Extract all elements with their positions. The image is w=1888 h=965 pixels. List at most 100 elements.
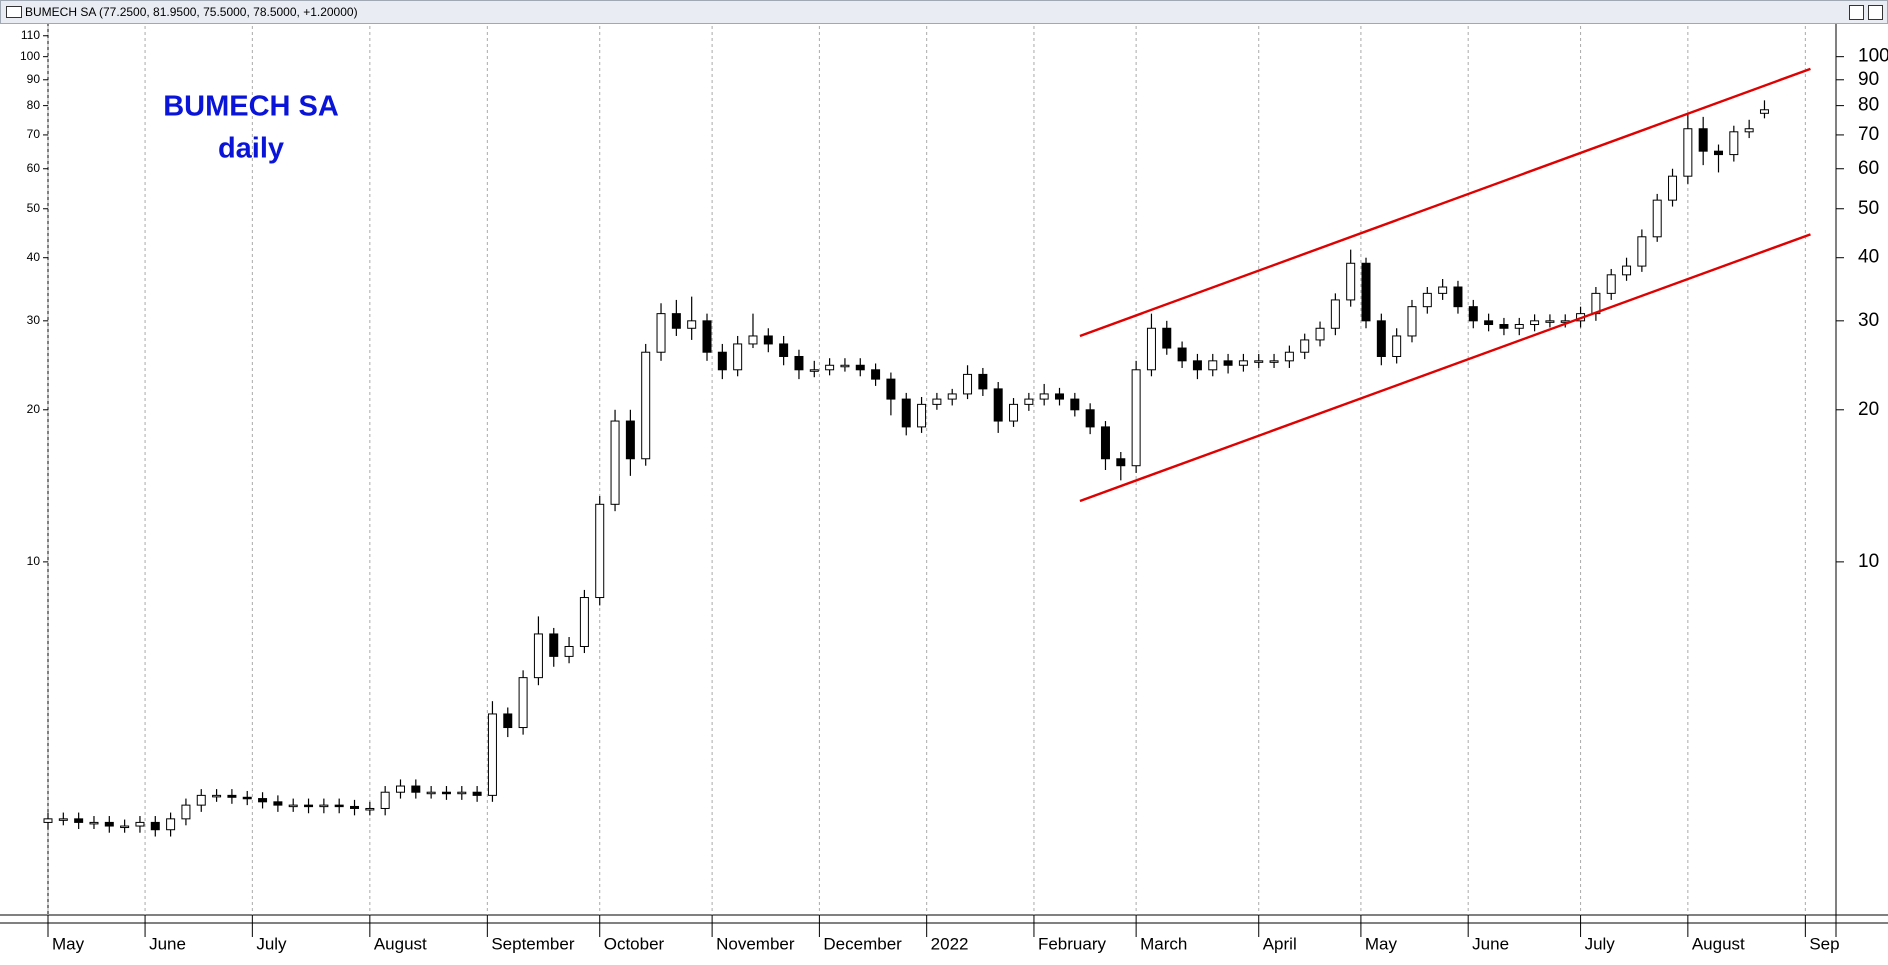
candle-body bbox=[365, 807, 375, 811]
candle-body bbox=[1744, 128, 1754, 133]
candle-body bbox=[671, 313, 681, 329]
candle-body bbox=[1085, 409, 1095, 428]
y2-tick-label: 20 bbox=[1858, 399, 1879, 420]
candle-body bbox=[395, 785, 405, 793]
candle-body bbox=[1438, 286, 1448, 294]
y-tick-label: 60 bbox=[27, 161, 41, 175]
candle-body bbox=[1346, 262, 1356, 301]
candle-body bbox=[886, 378, 896, 400]
candle-body bbox=[1192, 360, 1202, 371]
candle-body bbox=[1622, 265, 1632, 276]
candle-body bbox=[702, 320, 712, 353]
candle-body bbox=[917, 403, 927, 428]
candle-body bbox=[656, 313, 666, 353]
candle-body bbox=[1009, 403, 1019, 422]
candle-body bbox=[855, 364, 865, 371]
candle-body bbox=[1422, 292, 1432, 308]
y-tick-label: 100 bbox=[20, 49, 40, 63]
y2-tick-label: 60 bbox=[1858, 158, 1879, 179]
candle-body bbox=[380, 791, 390, 809]
candle-body bbox=[304, 804, 314, 808]
candle-body bbox=[1300, 339, 1310, 353]
candle-body bbox=[288, 804, 298, 808]
candle-body bbox=[74, 818, 84, 823]
candle-body bbox=[1484, 320, 1494, 326]
candle-body bbox=[196, 794, 206, 806]
candle-body bbox=[441, 791, 451, 795]
x-tick-label: October bbox=[604, 934, 665, 953]
candle-body bbox=[1208, 360, 1218, 371]
candle-body bbox=[273, 801, 283, 806]
y2-tick-label: 40 bbox=[1858, 247, 1879, 268]
candle-body bbox=[564, 645, 574, 657]
candle-body bbox=[1637, 236, 1647, 267]
candle-body bbox=[595, 503, 605, 599]
maximize-button[interactable] bbox=[1849, 5, 1864, 20]
candle-body bbox=[166, 818, 176, 831]
candle-body bbox=[625, 420, 635, 460]
trendline bbox=[1079, 233, 1811, 503]
y-tick-label: 90 bbox=[27, 72, 41, 86]
candle-body bbox=[610, 420, 620, 505]
candle-body bbox=[1024, 398, 1034, 405]
x-tick-label: June bbox=[1472, 934, 1509, 953]
candle-body bbox=[1530, 320, 1540, 326]
y2-tick-label: 80 bbox=[1858, 95, 1879, 116]
candle-body bbox=[963, 373, 973, 395]
candle-body bbox=[549, 633, 559, 657]
x-tick-label: May bbox=[52, 934, 85, 953]
candle-body bbox=[181, 804, 191, 820]
candle-body bbox=[212, 794, 222, 798]
y2-tick-label: 50 bbox=[1858, 198, 1879, 219]
candle-body bbox=[1146, 327, 1156, 371]
trendline bbox=[1079, 67, 1811, 338]
chart: May June July August September October Novembe… bbox=[0, 24, 1888, 953]
x-tick-label: August bbox=[1692, 934, 1745, 953]
annotation: BUMECH SA bbox=[163, 91, 339, 123]
x-tick-label: June bbox=[149, 934, 186, 953]
candle-body bbox=[135, 821, 145, 827]
x-tick-label: September bbox=[491, 934, 574, 953]
candle-body bbox=[334, 804, 344, 808]
candle-body bbox=[1116, 458, 1126, 467]
close-button[interactable] bbox=[1868, 5, 1883, 20]
y-tick-label: 80 bbox=[27, 98, 41, 112]
candle-body bbox=[809, 369, 819, 372]
candle-body bbox=[1315, 327, 1325, 341]
candle-body bbox=[641, 351, 651, 460]
title-bar: BUMECH SA (77.2500, 81.9500, 75.5000, 78… bbox=[0, 0, 1888, 24]
y2-tick-label: 90 bbox=[1858, 69, 1879, 90]
candle-body bbox=[1131, 369, 1141, 467]
candle-body bbox=[779, 343, 789, 357]
candle-body bbox=[1714, 150, 1724, 156]
candle-body bbox=[120, 825, 130, 829]
candle-body bbox=[350, 805, 360, 809]
y-tick-label: 20 bbox=[27, 402, 41, 416]
candle-body bbox=[1254, 360, 1264, 363]
y2-tick-label: 70 bbox=[1858, 124, 1879, 145]
y2-tick-label: 30 bbox=[1858, 310, 1879, 331]
candle-body bbox=[1223, 360, 1233, 366]
y2-tick-label: 100 bbox=[1858, 46, 1888, 67]
candle-body bbox=[426, 791, 436, 795]
y-tick-label: 70 bbox=[27, 127, 41, 141]
candle-body bbox=[717, 351, 727, 371]
candle-body bbox=[825, 364, 835, 371]
x-tick-label: December bbox=[823, 934, 902, 953]
candle-body bbox=[1729, 131, 1739, 156]
y-tick-label: 40 bbox=[27, 250, 41, 264]
candle-body bbox=[1545, 320, 1555, 323]
y-tick-label: 30 bbox=[27, 313, 41, 327]
x-tick-label: February bbox=[1038, 934, 1107, 953]
candle-body bbox=[748, 335, 758, 345]
candle-body bbox=[1100, 426, 1110, 460]
candle-body bbox=[1238, 360, 1248, 366]
candle-body bbox=[1039, 393, 1049, 400]
candle-body bbox=[871, 369, 881, 380]
candle-body bbox=[43, 818, 53, 823]
candle-body bbox=[1330, 299, 1340, 329]
x-tick-label: July bbox=[1585, 934, 1616, 953]
candle-body bbox=[1284, 351, 1294, 362]
candle-body bbox=[518, 677, 528, 729]
candle-body bbox=[533, 633, 543, 679]
